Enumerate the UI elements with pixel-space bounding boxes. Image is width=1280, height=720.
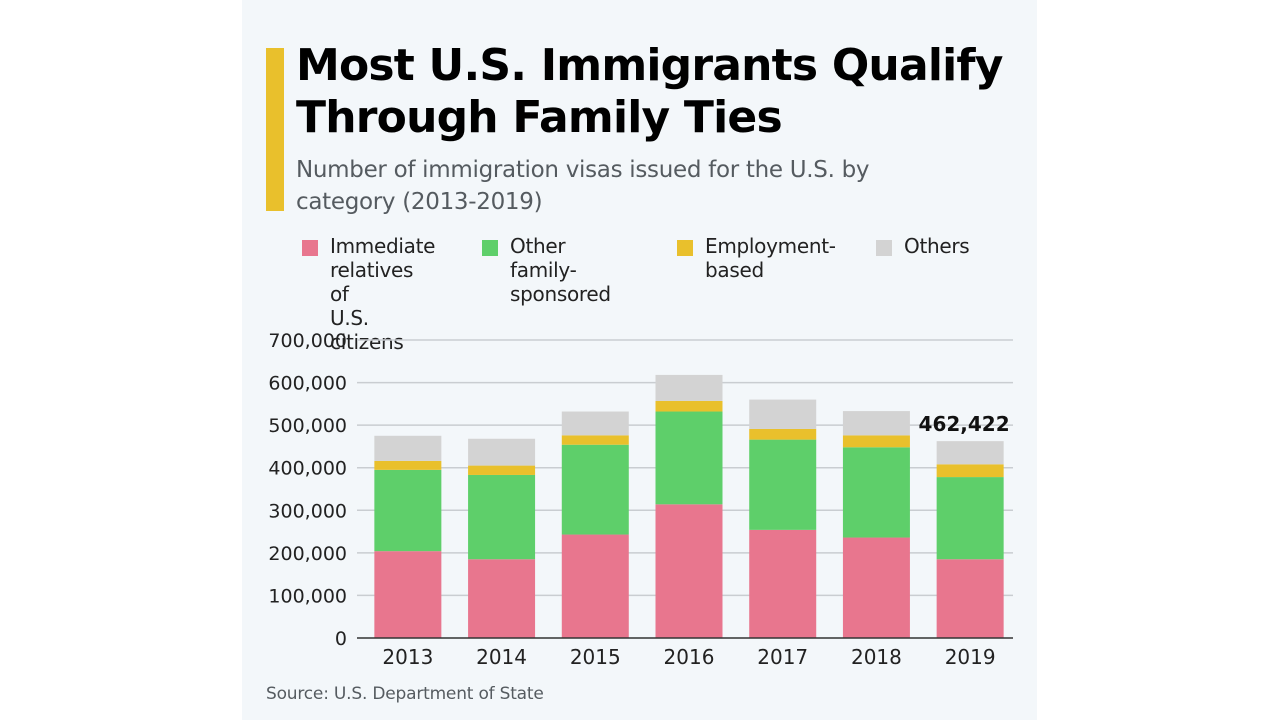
- bar-segment: [749, 529, 817, 638]
- total-annotation: 462,422: [919, 412, 1010, 436]
- legend-item-other-family: Other family- sponsored: [482, 234, 611, 306]
- x-tick-label: 2016: [664, 645, 715, 669]
- legend-label: Employment- based: [705, 234, 836, 282]
- chart-title: Most U.S. Immigrants Qualify Through Fam…: [296, 40, 1003, 143]
- legend-swatch: [482, 240, 498, 256]
- x-tick-label: 2019: [945, 645, 996, 669]
- bar-segment: [749, 439, 817, 530]
- legend-item-immediate-relatives: Immediate relatives of U.S. citizens: [302, 234, 435, 354]
- bar-segment: [374, 435, 442, 461]
- y-tick-label: 600,000: [268, 373, 347, 395]
- bar-segment: [842, 435, 910, 448]
- bar-segment: [936, 559, 1004, 638]
- bar-segment: [655, 374, 723, 401]
- bar-segment: [842, 537, 910, 638]
- bar-segment: [561, 444, 629, 535]
- bar-segment: [936, 477, 1004, 560]
- y-tick-label: 400,000: [268, 458, 347, 480]
- bar-segment: [655, 504, 723, 638]
- x-tick-label: 2017: [757, 645, 808, 669]
- bar-segment: [561, 534, 629, 638]
- x-tick-label: 2014: [476, 645, 527, 669]
- legend-swatch: [677, 240, 693, 256]
- labels: 0 100,000 200,000 300,000 400,000 500,000 600,…: [268, 330, 1009, 669]
- bar-segment: [655, 400, 723, 412]
- bar-segment: [936, 441, 1004, 465]
- bar-segment: [374, 460, 442, 470]
- chart-subtitle: Number of immigration visas issued for t…: [296, 157, 870, 215]
- bar-segment: [655, 411, 723, 505]
- legend-label: Immediate relatives of U.S. citizens: [330, 234, 436, 354]
- y-tick-label: 300,000: [268, 500, 347, 522]
- bar-segment: [468, 474, 536, 560]
- bar-segment: [374, 551, 442, 638]
- legend-swatch: [876, 240, 892, 256]
- x-tick-label: 2015: [570, 645, 621, 669]
- legend-item-others: Others: [876, 234, 970, 258]
- bar-segment: [374, 469, 442, 552]
- bar-segment: [468, 438, 536, 466]
- y-tick-label: 200,000: [268, 543, 347, 565]
- legend-item-employment: Employment- based: [677, 234, 836, 282]
- x-tick-label: 2018: [851, 645, 902, 669]
- legend-swatch: [302, 240, 318, 256]
- bar-segment: [749, 399, 817, 429]
- bar-segment: [749, 428, 817, 440]
- bar-segment: [468, 559, 536, 638]
- bars: [374, 374, 1004, 638]
- y-tick-label: 0: [335, 628, 347, 650]
- bar-segment: [842, 411, 910, 436]
- bar-segment: [936, 464, 1004, 478]
- infographic-panel: Most U.S. Immigrants Qualify Through Fam…: [242, 0, 1037, 720]
- bar-segment: [842, 447, 910, 538]
- y-tick-label: 100,000: [268, 585, 347, 607]
- source-note: Source: U.S. Department of State: [266, 684, 544, 704]
- bar-segment: [468, 465, 536, 475]
- legend-label: Others: [904, 234, 970, 258]
- stacked-bar-chart: 0 100,000 200,000 300,000 400,000 500,000 600,…: [268, 330, 1013, 669]
- y-tick-label: 700,000: [268, 330, 347, 352]
- title-accent-bar: [266, 48, 284, 211]
- x-tick-label: 2013: [382, 645, 433, 669]
- legend-label: Other family- sponsored: [510, 234, 611, 306]
- y-tick-label: 500,000: [268, 415, 347, 437]
- bar-segment: [561, 435, 629, 445]
- bar-segment: [561, 411, 629, 436]
